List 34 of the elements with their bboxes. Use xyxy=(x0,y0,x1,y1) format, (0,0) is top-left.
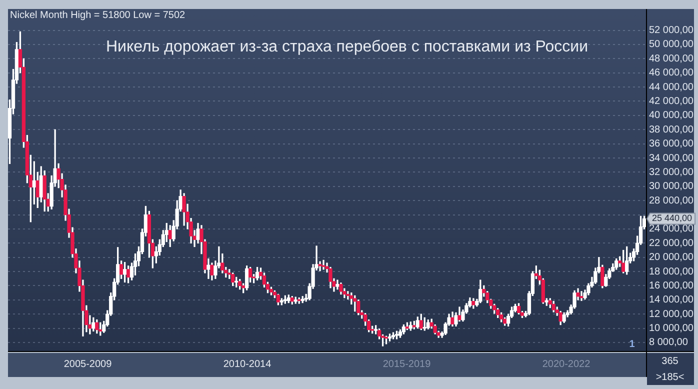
y-tick-label: 46 000,00 xyxy=(649,68,694,79)
text: 2005-2009 xyxy=(64,358,112,370)
y-tick-label: 14 000,00 xyxy=(649,294,694,306)
annotation: 1 xyxy=(629,338,636,350)
y-tick-label: 32 000,00 xyxy=(649,166,694,178)
text: 2010-2014 xyxy=(223,358,272,370)
y-tick-label: 42 000,00 xyxy=(649,96,694,107)
text: 2020-2022 xyxy=(542,358,591,370)
text: 365 xyxy=(662,356,679,367)
y-tick-label: 48 000,00 xyxy=(649,53,694,64)
candlestick xyxy=(322,260,326,270)
text: 25 440,00 xyxy=(652,213,692,224)
y-tick-label: 8 000,00 xyxy=(649,337,688,348)
y-tick-label: 24 000,00 xyxy=(649,224,694,235)
text: Никель дорожает из-за страха перебоев с поставками из России xyxy=(106,38,588,56)
candlestick xyxy=(580,291,584,301)
y-tick-label: 12 000,00 xyxy=(649,308,694,320)
y-tick-label: 30 000,00 xyxy=(649,181,694,192)
y-tick-label: 16 000,00 xyxy=(649,280,694,292)
text: >185< xyxy=(656,372,684,383)
y-tick-label: 28 000,00 xyxy=(649,195,694,206)
text: 2015-2019 xyxy=(382,358,432,370)
y-tick-label: 22 000,00 xyxy=(649,238,694,249)
y-tick-label: 52 000,00 xyxy=(649,25,694,36)
y-tick-label: 10 000,00 xyxy=(649,323,694,334)
y-tick-label: 40 000,00 xyxy=(649,110,694,122)
y-tick-label: 38 000,00 xyxy=(649,124,694,136)
y-tick-label: 44 000,00 xyxy=(649,82,694,93)
y-tick-label: 34 000,00 xyxy=(649,152,694,164)
chart-subtitle: Nickel Month High = 51800 Low = 7502 xyxy=(10,10,186,21)
y-tick-label: 20 000,00 xyxy=(649,252,694,264)
y-tick-label: 18 000,00 xyxy=(649,266,694,278)
y-tick-label: 50 000,00 xyxy=(649,39,694,50)
y-tick-label: 36 000,00 xyxy=(649,138,694,150)
